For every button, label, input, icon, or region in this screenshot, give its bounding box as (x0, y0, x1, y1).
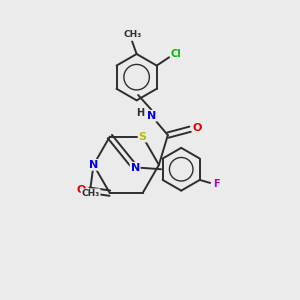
Text: Cl: Cl (171, 49, 182, 59)
Text: H: H (136, 108, 144, 118)
Text: F: F (213, 178, 219, 188)
Text: S: S (139, 131, 147, 142)
Text: CH₃: CH₃ (123, 30, 141, 39)
Text: N: N (89, 160, 98, 170)
Text: O: O (193, 123, 202, 133)
Text: N: N (147, 111, 156, 121)
Text: N: N (130, 163, 140, 173)
Text: CH₃: CH₃ (81, 189, 100, 198)
Text: O: O (77, 185, 86, 195)
